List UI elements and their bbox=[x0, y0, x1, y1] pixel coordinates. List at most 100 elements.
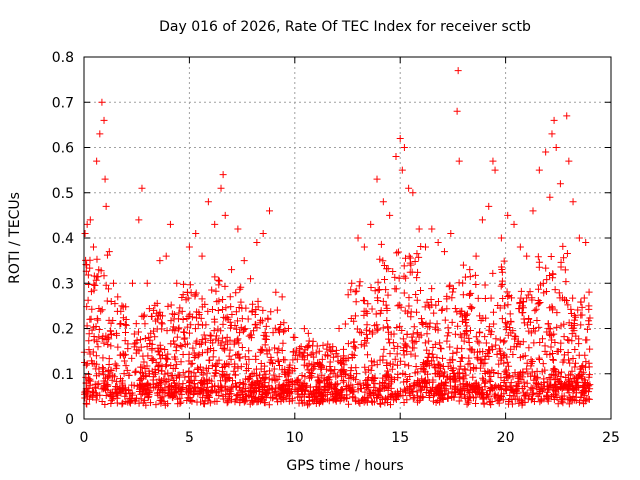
data-point bbox=[374, 325, 382, 333]
data-point bbox=[151, 365, 159, 373]
data-point bbox=[302, 383, 310, 391]
data-point bbox=[205, 376, 213, 384]
data-point bbox=[158, 377, 166, 385]
data-point bbox=[193, 308, 201, 316]
data-point bbox=[217, 184, 225, 192]
data-point bbox=[379, 324, 387, 332]
data-point bbox=[488, 343, 496, 351]
data-point bbox=[582, 358, 590, 366]
data-point bbox=[393, 350, 401, 358]
data-point bbox=[85, 370, 93, 378]
data-point bbox=[164, 350, 172, 358]
data-point bbox=[423, 358, 431, 366]
data-point bbox=[386, 211, 394, 219]
data-point bbox=[92, 391, 100, 399]
data-point bbox=[250, 327, 258, 335]
data-point bbox=[199, 349, 207, 357]
data-point bbox=[396, 134, 404, 142]
data-point bbox=[561, 296, 569, 304]
data-point bbox=[163, 355, 171, 363]
data-point bbox=[111, 360, 119, 368]
data-point bbox=[499, 295, 507, 303]
data-point bbox=[202, 321, 210, 329]
data-point bbox=[454, 322, 462, 330]
data-point bbox=[110, 373, 118, 381]
data-point bbox=[557, 339, 565, 347]
data-point bbox=[299, 353, 307, 361]
data-point bbox=[539, 279, 547, 287]
data-point bbox=[317, 365, 325, 373]
data-point bbox=[136, 382, 144, 390]
data-point bbox=[405, 383, 413, 391]
data-point bbox=[536, 339, 544, 347]
data-point bbox=[537, 396, 545, 404]
data-point bbox=[142, 372, 150, 380]
data-point bbox=[440, 248, 448, 256]
data-point bbox=[381, 394, 389, 402]
data-point bbox=[133, 346, 141, 354]
data-point bbox=[362, 326, 370, 334]
data-point bbox=[102, 202, 110, 210]
data-point bbox=[163, 361, 171, 369]
data-point bbox=[527, 396, 535, 404]
data-point bbox=[113, 331, 121, 339]
data-point bbox=[279, 339, 287, 347]
data-point bbox=[248, 393, 256, 401]
data-point bbox=[586, 345, 594, 353]
data-point bbox=[187, 321, 195, 329]
data-point bbox=[252, 355, 260, 363]
data-point bbox=[267, 308, 275, 316]
data-point bbox=[121, 320, 129, 328]
data-point bbox=[535, 356, 543, 364]
data-point bbox=[293, 355, 301, 363]
data-point bbox=[525, 314, 533, 322]
data-point bbox=[123, 366, 131, 374]
data-point bbox=[258, 347, 266, 355]
data-point bbox=[472, 281, 480, 289]
data-point bbox=[373, 361, 381, 369]
chart-title: Day 016 of 2026, Rate Of TEC Index for r… bbox=[159, 19, 531, 35]
data-point bbox=[219, 296, 227, 304]
data-point bbox=[232, 371, 240, 379]
data-point bbox=[405, 362, 413, 370]
data-point bbox=[119, 399, 127, 407]
data-point bbox=[437, 345, 445, 353]
data-point bbox=[481, 281, 489, 289]
data-point bbox=[459, 261, 467, 269]
data-point bbox=[480, 394, 488, 402]
data-point bbox=[474, 337, 482, 345]
data-point bbox=[153, 315, 161, 323]
data-point bbox=[264, 314, 272, 322]
data-point bbox=[159, 393, 167, 401]
data-point bbox=[405, 184, 413, 192]
data-point bbox=[509, 350, 517, 358]
data-point bbox=[535, 299, 543, 307]
data-point bbox=[319, 341, 327, 349]
data-point bbox=[190, 349, 198, 357]
data-point bbox=[411, 369, 419, 377]
data-point bbox=[107, 342, 115, 350]
data-point bbox=[119, 314, 127, 322]
data-point bbox=[331, 366, 339, 374]
data-point bbox=[525, 344, 533, 352]
data-point bbox=[395, 274, 403, 282]
data-point bbox=[506, 382, 514, 390]
data-point bbox=[447, 364, 455, 372]
data-point bbox=[320, 392, 328, 400]
data-point bbox=[418, 375, 426, 383]
data-point bbox=[436, 371, 444, 379]
data-point bbox=[265, 346, 273, 354]
data-point bbox=[390, 344, 398, 352]
data-point bbox=[548, 331, 556, 339]
data-point bbox=[393, 324, 401, 332]
data-point bbox=[401, 360, 409, 368]
data-point bbox=[286, 361, 294, 369]
data-point bbox=[357, 341, 365, 349]
data-point bbox=[161, 378, 169, 386]
data-point bbox=[351, 312, 359, 320]
y-tick-label: 0.3 bbox=[52, 276, 74, 292]
data-point bbox=[145, 370, 153, 378]
data-point bbox=[441, 368, 449, 376]
data-point bbox=[245, 347, 253, 355]
data-point bbox=[569, 385, 577, 393]
